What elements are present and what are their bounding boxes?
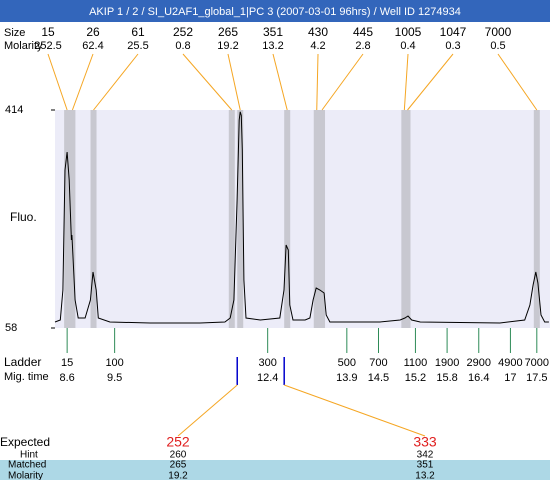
ladder-size: 1100	[404, 357, 428, 369]
peak-band	[404, 110, 411, 328]
matched-value: 265	[170, 460, 187, 471]
peak-connector	[93, 53, 139, 111]
peak-band	[90, 110, 97, 328]
matched-band	[0, 460, 550, 480]
hint-label: Hint	[20, 450, 38, 461]
size-label: Size	[4, 27, 25, 39]
peak-molarity: 2.8	[355, 40, 370, 52]
hint-value: 260	[170, 450, 187, 461]
peak-connector	[272, 53, 288, 111]
ladder-time: 17	[504, 372, 516, 384]
peak-molarity: 0.3	[445, 40, 460, 52]
molarity-row-label: Molarity	[8, 471, 43, 480]
ladder-size: 300	[258, 357, 276, 369]
peak-connector	[321, 53, 364, 111]
matched-value: 351	[417, 460, 434, 471]
expected-value: 252	[166, 434, 190, 450]
peak-size: 252	[173, 25, 193, 39]
peak-molarity: 0.8	[175, 40, 190, 52]
ladder-size: 700	[369, 357, 387, 369]
y-tick-label: 58	[5, 322, 17, 334]
peak-band	[313, 110, 320, 328]
y-label: Fluo.	[10, 210, 37, 224]
ladder-time: 15.2	[405, 372, 426, 384]
peak-molarity: 252.5	[34, 40, 62, 52]
match-connector	[177, 384, 238, 437]
molarity-label: Molarity	[4, 40, 43, 52]
peak-size: 1005	[395, 25, 422, 39]
expected-label: Expected	[0, 435, 50, 449]
peak-molarity: 62.4	[82, 40, 103, 52]
ladder-time: 9.5	[107, 372, 122, 384]
molarity-value: 19.2	[168, 471, 188, 480]
ladder-time: 17.5	[526, 372, 547, 384]
peak-size: 430	[308, 25, 328, 39]
ladder-time: 8.6	[59, 372, 74, 384]
peak-size: 1047	[440, 25, 467, 39]
peak-size: 26	[86, 25, 100, 39]
peak-band	[533, 110, 540, 328]
ladder-size: 7000	[525, 357, 549, 369]
expected-value: 333	[413, 434, 437, 450]
ladder-time: 16.4	[468, 372, 489, 384]
peak-band	[69, 110, 76, 328]
title: AKIP 1 / 2 / SI_U2AF1_global_1|PC 3 (200…	[89, 6, 461, 18]
peak-connector	[497, 53, 538, 111]
plot-area	[55, 110, 550, 328]
peak-connector	[182, 53, 233, 111]
peak-size: 61	[131, 25, 145, 39]
peak-molarity: 4.2	[310, 40, 325, 52]
peak-size: 351	[263, 25, 283, 39]
hint-value: 342	[417, 450, 434, 461]
ladder-size: 100	[105, 357, 123, 369]
ladder-size: 1900	[435, 357, 459, 369]
peak-size: 265	[218, 25, 238, 39]
peak-band	[319, 110, 326, 328]
peak-connector	[47, 53, 68, 111]
peak-band	[228, 110, 235, 328]
peak-connector	[316, 53, 319, 111]
ladder-label: Ladder	[4, 355, 41, 369]
peak-molarity: 25.5	[127, 40, 148, 52]
peak-connector	[71, 53, 94, 111]
molarity-value: 13.2	[415, 471, 435, 480]
peak-connector	[407, 53, 454, 111]
peak-size: 15	[41, 25, 55, 39]
peak-band	[401, 110, 408, 328]
title-bar	[0, 0, 550, 22]
matched-label: Matched	[8, 460, 46, 471]
peak-connector	[403, 53, 409, 111]
peak-size: 7000	[485, 25, 512, 39]
peak-molarity: 13.2	[262, 40, 283, 52]
trace	[54, 111, 549, 324]
match-connector	[284, 384, 426, 437]
peak-size: 445	[353, 25, 373, 39]
mig-time-label: Mig. time	[4, 371, 49, 383]
ladder-size: 15	[61, 357, 73, 369]
ladder-time: 15.8	[436, 372, 457, 384]
ladder-time: 14.5	[368, 372, 389, 384]
y-tick-label: 414	[5, 104, 23, 116]
peak-molarity: 19.2	[217, 40, 238, 52]
ladder-time: 12.4	[257, 372, 278, 384]
peak-connector	[227, 53, 241, 111]
ladder-size: 2900	[467, 357, 491, 369]
ladder-size: 4900	[498, 357, 522, 369]
ladder-time: 13.9	[336, 372, 357, 384]
peak-band	[237, 110, 244, 328]
peak-molarity: 0.4	[400, 40, 415, 52]
ladder-size: 500	[338, 357, 356, 369]
peak-band	[284, 110, 291, 328]
peak-band	[64, 110, 71, 328]
peak-molarity: 0.5	[490, 40, 505, 52]
